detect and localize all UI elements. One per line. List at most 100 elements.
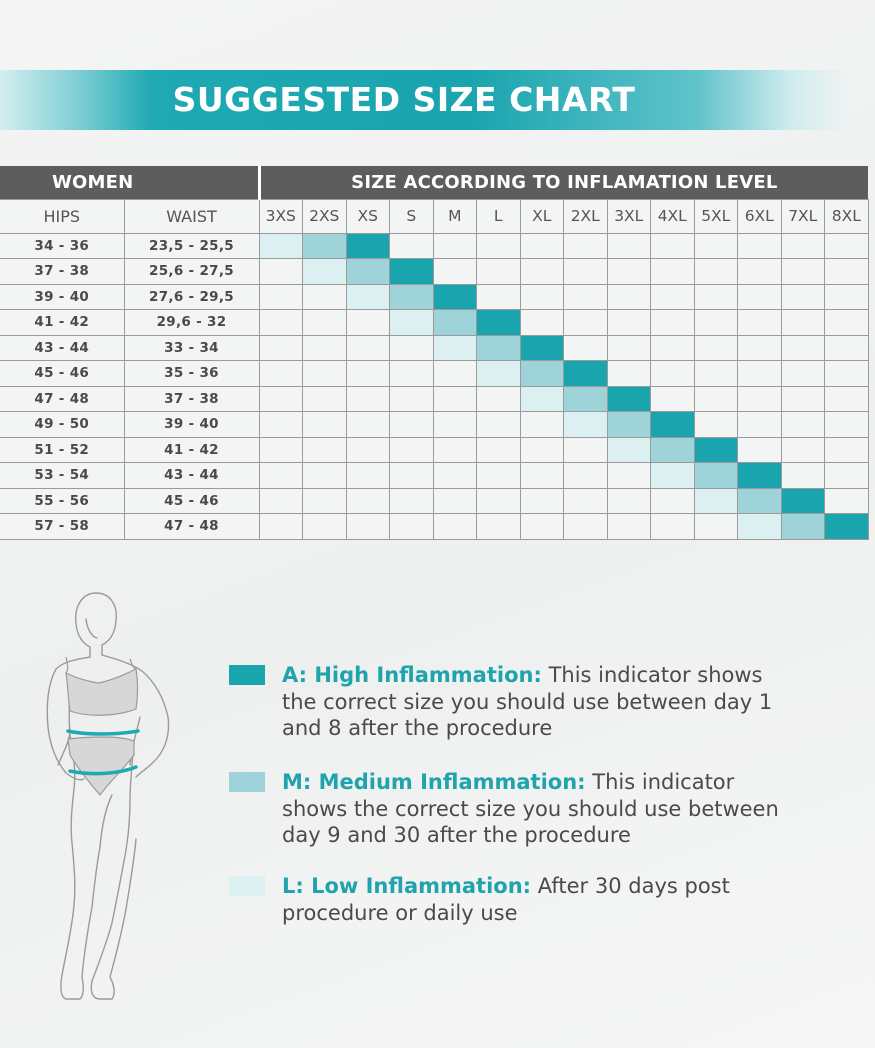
size-header-s: S xyxy=(389,198,434,234)
legend-text-high: This indicator shows the correct size yo… xyxy=(282,663,773,740)
title-banner xyxy=(0,70,850,130)
size-cell xyxy=(737,360,782,387)
size-cell xyxy=(824,334,869,361)
size-cell xyxy=(302,411,347,438)
waist-cell: 29,6 - 32 xyxy=(123,309,260,336)
table-row: 45 - 46 35 - 36 xyxy=(0,360,869,387)
size-cell xyxy=(345,513,390,540)
size-cell xyxy=(563,487,608,514)
size-cell xyxy=(650,436,695,463)
size-cell xyxy=(302,385,347,412)
size-cell xyxy=(606,283,651,310)
size-cell xyxy=(432,360,477,387)
legend-label-low: L: Low Inflammation: xyxy=(282,874,532,898)
size-cell xyxy=(824,258,869,285)
size-cell xyxy=(606,487,651,514)
size-cell xyxy=(519,411,564,438)
size-cell xyxy=(606,334,651,361)
size-cell xyxy=(737,513,782,540)
size-cell xyxy=(563,309,608,336)
table-row: 51 - 52 41 - 42 xyxy=(0,436,869,463)
size-cell xyxy=(780,258,825,285)
hips-cell: 49 - 50 xyxy=(0,411,125,438)
size-cell xyxy=(432,283,477,310)
size-cell xyxy=(476,360,521,387)
size-cell xyxy=(824,436,869,463)
size-cell xyxy=(302,360,347,387)
legend-text-medium: This indicator shows the correct size yo… xyxy=(282,770,779,847)
size-cell xyxy=(650,411,695,438)
size-cell xyxy=(476,283,521,310)
size-cell xyxy=(389,334,434,361)
size-cell xyxy=(824,309,869,336)
size-cell xyxy=(519,360,564,387)
woman-figure-illustration xyxy=(46,592,170,1000)
size-cell xyxy=(824,513,869,540)
size-cell xyxy=(606,462,651,489)
size-cell xyxy=(302,232,347,259)
size-cell xyxy=(780,283,825,310)
size-cell xyxy=(258,232,303,259)
size-cell xyxy=(693,258,738,285)
waist-cell: 39 - 40 xyxy=(123,411,260,438)
size-header-m: M xyxy=(432,198,477,234)
size-cell xyxy=(476,462,521,489)
table-header-row: WOMEN SIZE ACCORDING TO INFLAMATION LEVE… xyxy=(0,166,869,199)
size-cell xyxy=(737,334,782,361)
size-cell xyxy=(737,283,782,310)
table-row: 57 - 58 47 - 48 xyxy=(0,513,869,540)
size-cell xyxy=(519,462,564,489)
waist-cell: 47 - 48 xyxy=(123,513,260,540)
legend-label-medium: M: Medium Inflammation: xyxy=(282,770,586,794)
size-cell xyxy=(563,360,608,387)
size-cell xyxy=(693,309,738,336)
size-header-2xl: 2XL xyxy=(563,198,608,234)
size-cell xyxy=(302,513,347,540)
table-row: 53 - 54 43 - 44 xyxy=(0,462,869,489)
size-cell xyxy=(606,385,651,412)
size-cell xyxy=(302,436,347,463)
size-cell xyxy=(606,232,651,259)
size-cell xyxy=(432,436,477,463)
hips-cell: 45 - 46 xyxy=(0,360,125,387)
size-cell xyxy=(258,309,303,336)
size-cell xyxy=(345,360,390,387)
size-cell xyxy=(389,462,434,489)
size-cell xyxy=(650,513,695,540)
size-cell xyxy=(389,360,434,387)
size-cell xyxy=(780,334,825,361)
size-cell xyxy=(345,487,390,514)
size-cell xyxy=(563,513,608,540)
size-cell xyxy=(519,283,564,310)
size-cell xyxy=(780,513,825,540)
size-cell xyxy=(258,283,303,310)
inflammation-level-header: SIZE ACCORDING TO INFLAMATION LEVEL xyxy=(259,166,869,199)
size-cell xyxy=(737,436,782,463)
size-cell xyxy=(780,309,825,336)
size-cell xyxy=(258,360,303,387)
size-cell xyxy=(650,334,695,361)
size-cell xyxy=(345,258,390,285)
size-cell xyxy=(476,258,521,285)
size-cell xyxy=(258,258,303,285)
size-cell xyxy=(389,385,434,412)
table-row: 39 - 40 27,6 - 29,5 xyxy=(0,283,869,310)
size-header-4xl: 4XL xyxy=(650,198,695,234)
size-cell xyxy=(302,462,347,489)
size-cell xyxy=(389,411,434,438)
size-cell xyxy=(476,334,521,361)
size-cell xyxy=(824,462,869,489)
size-cell xyxy=(824,283,869,310)
size-header-xs: XS xyxy=(345,198,390,234)
size-cell xyxy=(389,258,434,285)
size-cell xyxy=(476,436,521,463)
size-cell xyxy=(780,487,825,514)
size-header-7xl: 7XL xyxy=(780,198,825,234)
size-cell xyxy=(780,232,825,259)
size-cell xyxy=(606,411,651,438)
hips-cell: 53 - 54 xyxy=(0,462,125,489)
size-cell xyxy=(737,385,782,412)
size-cell xyxy=(563,334,608,361)
size-cell xyxy=(650,487,695,514)
high-inflammation-swatch xyxy=(229,665,265,685)
